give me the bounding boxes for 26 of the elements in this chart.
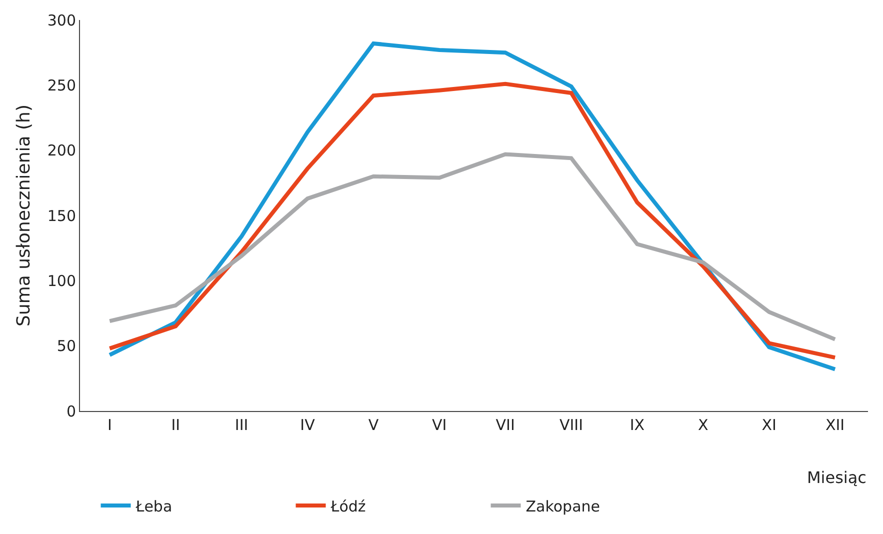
x-tick-label: II	[171, 416, 180, 434]
x-tick-label: V	[368, 416, 380, 434]
y-axis-title: Suma usłonecznienia (h)	[14, 104, 35, 326]
x-axis-title: Miesiąc	[807, 468, 866, 487]
x-tick-label: I	[107, 416, 112, 434]
x-tick-label: IX	[630, 416, 645, 434]
x-tick-label: XI	[762, 416, 776, 434]
x-tick-label: XII	[825, 416, 845, 434]
x-tick-label: III	[234, 416, 248, 434]
x-tick-label: X	[698, 416, 708, 434]
x-tick-label: VI	[432, 416, 447, 434]
x-tick-label: VII	[496, 416, 515, 434]
x-tick-label: VIII	[559, 416, 584, 434]
legend-label: Łódź	[330, 497, 366, 516]
y-tick-label: 250	[47, 76, 76, 94]
y-tick-label: 200	[47, 142, 76, 160]
legend-label: Zakopane	[526, 497, 600, 516]
y-tick-label: 100	[47, 272, 76, 290]
legend-label: Łeba	[134, 497, 172, 516]
y-tick-label: 300	[47, 11, 76, 30]
y-tick-label: 150	[47, 206, 76, 225]
y-tick-label: 0	[66, 402, 76, 420]
line-series	[108, 82, 838, 360]
line-series	[108, 152, 838, 342]
x-tick-label: IV	[300, 416, 316, 434]
y-tick-label: 50	[56, 337, 76, 356]
